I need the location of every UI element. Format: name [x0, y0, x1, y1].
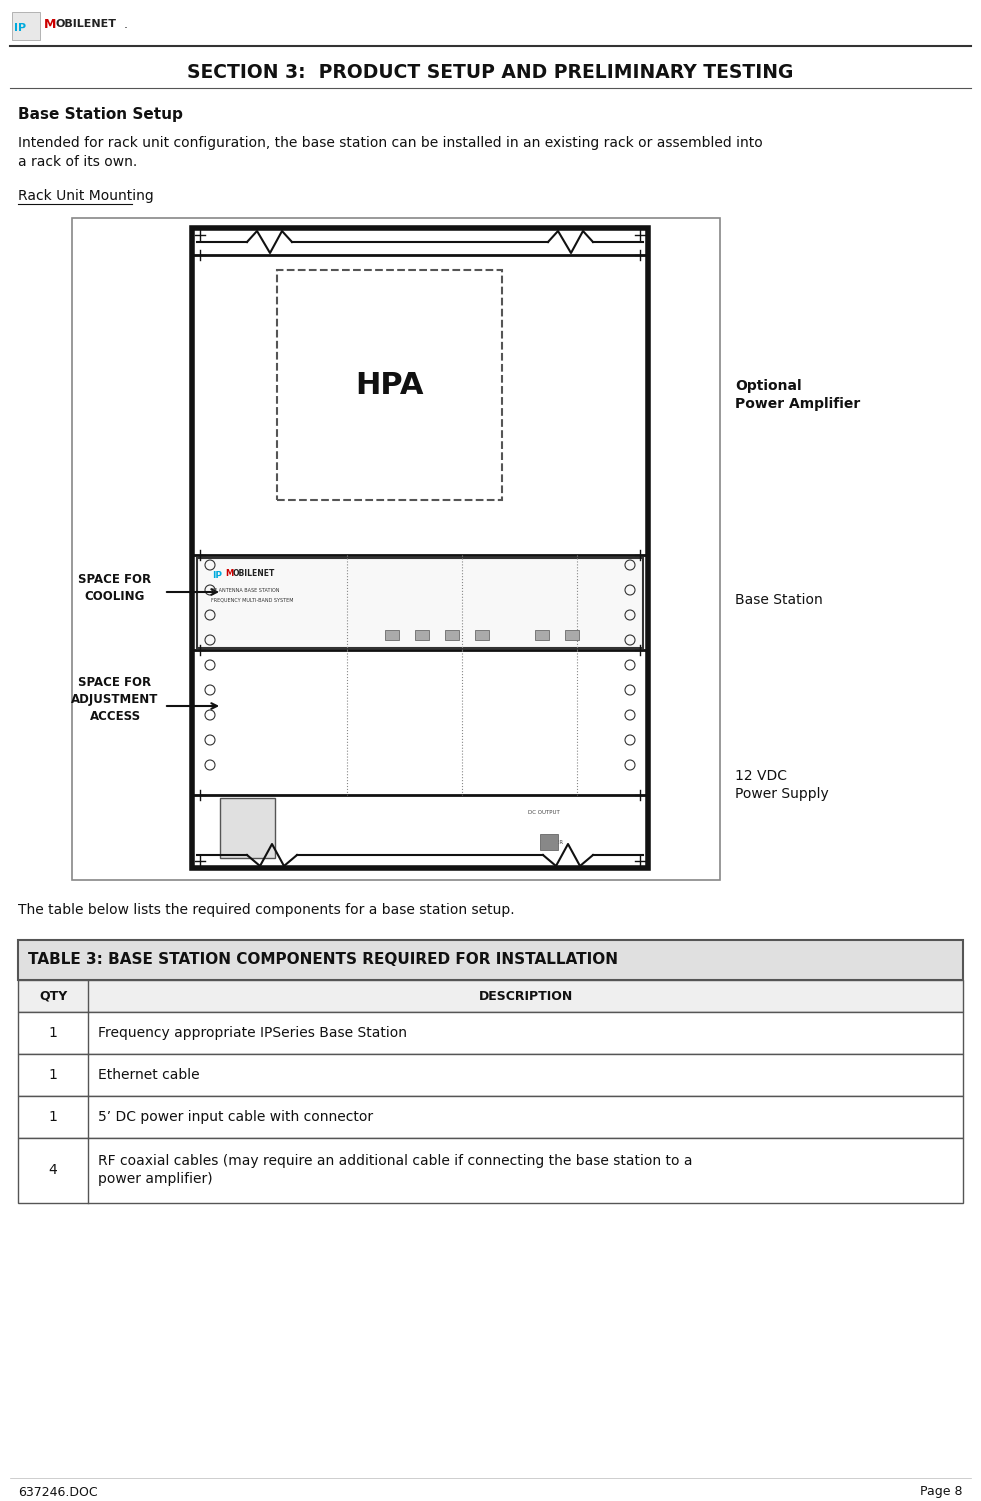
Text: DESCRIPTION: DESCRIPTION — [479, 989, 573, 1003]
Text: OBILENET: OBILENET — [56, 20, 117, 29]
Bar — [18, 1054, 963, 1096]
Text: 12 VDC
Power Supply: 12 VDC Power Supply — [735, 769, 829, 802]
Bar — [197, 558, 643, 648]
Text: The table below lists the required components for a base station setup.: The table below lists the required compo… — [18, 904, 515, 917]
Text: SECTION 3:  PRODUCT SETUP AND PRELIMINARY TESTING: SECTION 3: PRODUCT SETUP AND PRELIMINARY… — [186, 63, 794, 83]
Text: Rack Unit Mounting: Rack Unit Mounting — [18, 189, 154, 203]
Bar — [18, 980, 963, 1012]
Text: Page 8: Page 8 — [920, 1486, 963, 1498]
Bar — [192, 228, 648, 868]
Text: a rack of its own.: a rack of its own. — [18, 155, 137, 170]
Bar — [18, 1138, 963, 1202]
Text: QTY: QTY — [39, 989, 67, 1003]
Bar — [475, 630, 489, 639]
Bar — [18, 1012, 963, 1054]
Bar — [535, 630, 549, 639]
Bar — [72, 218, 720, 880]
Bar — [385, 630, 399, 639]
Text: Optional
Power Amplifier: Optional Power Amplifier — [735, 378, 860, 411]
Text: Base Station Setup: Base Station Setup — [18, 108, 182, 123]
Bar — [277, 270, 502, 500]
Text: Ethernet cable: Ethernet cable — [98, 1069, 199, 1082]
Text: power amplifier): power amplifier) — [98, 1172, 213, 1186]
Text: HPA: HPA — [355, 371, 424, 399]
Bar — [18, 940, 963, 980]
Bar — [445, 630, 459, 639]
Text: IP: IP — [212, 570, 222, 579]
Bar — [18, 1096, 963, 1138]
Text: TABLE 3: BASE STATION COMPONENTS REQUIRED FOR INSTALLATION: TABLE 3: BASE STATION COMPONENTS REQUIRE… — [28, 953, 618, 968]
Text: 637246.DOC: 637246.DOC — [18, 1486, 98, 1498]
Text: 1: 1 — [49, 1111, 58, 1124]
Bar — [12, 12, 40, 41]
Text: 1: 1 — [49, 1027, 58, 1040]
Text: OBILENET: OBILENET — [233, 569, 276, 578]
Text: Intended for rack unit configuration, the base station can be installed in an ex: Intended for rack unit configuration, th… — [18, 137, 763, 150]
Text: RF ANTENNA BASE STATION: RF ANTENNA BASE STATION — [211, 587, 280, 593]
Bar — [540, 835, 558, 850]
Text: Base Station: Base Station — [735, 593, 823, 606]
Bar — [220, 799, 275, 859]
Text: SPACE FOR
COOLING: SPACE FOR COOLING — [78, 573, 151, 603]
Text: FREQUENCY MULTI-BAND SYSTEM: FREQUENCY MULTI-BAND SYSTEM — [211, 597, 293, 602]
Text: 4: 4 — [49, 1163, 57, 1177]
Text: 1: 1 — [49, 1069, 58, 1082]
Text: 5’ DC power input cable with connector: 5’ DC power input cable with connector — [98, 1111, 373, 1124]
Text: POWER: POWER — [543, 841, 563, 845]
Text: .: . — [124, 18, 128, 30]
Text: M: M — [44, 18, 56, 30]
Text: SPACE FOR
ADJUSTMENT
ACCESS: SPACE FOR ADJUSTMENT ACCESS — [72, 677, 159, 723]
Text: M: M — [225, 569, 233, 578]
Text: RF coaxial cables (may require an additional cable if connecting the base statio: RF coaxial cables (may require an additi… — [98, 1154, 693, 1168]
Bar — [415, 630, 429, 639]
Bar — [565, 630, 579, 639]
Text: IP: IP — [14, 23, 26, 33]
Text: DC OUTPUT: DC OUTPUT — [528, 809, 560, 815]
Text: Frequency appropriate IPSeries Base Station: Frequency appropriate IPSeries Base Stat… — [98, 1027, 407, 1040]
